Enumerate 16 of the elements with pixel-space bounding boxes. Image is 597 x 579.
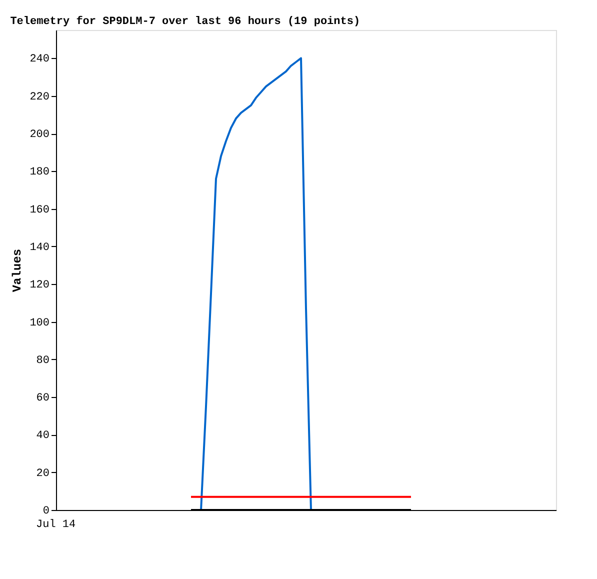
y-tick-label: 180	[30, 166, 50, 179]
text: Jul 14	[36, 519, 76, 531]
y-tick-label: 240	[30, 54, 50, 66]
y-tick-label: 120	[30, 280, 50, 292]
y-tick-label: 200	[30, 129, 50, 142]
y-tick-label: 40	[36, 430, 50, 442]
y-tick-label: 220	[30, 91, 50, 104]
y-tick-label: 0	[42, 506, 50, 518]
y-tick-label: 100	[30, 317, 50, 330]
y-tick-label: 20	[36, 468, 50, 480]
y-tick-label: 80	[36, 354, 50, 367]
y-tick-label: 60	[36, 392, 50, 405]
y-tick-label: 160	[30, 204, 50, 216]
y-tick-label: 140	[30, 242, 50, 254]
chart-title: Telemetry for SP9DLM-7 over last 96 hours (19 points)	[10, 15, 360, 28]
y-axis-title: Values	[10, 248, 25, 292]
